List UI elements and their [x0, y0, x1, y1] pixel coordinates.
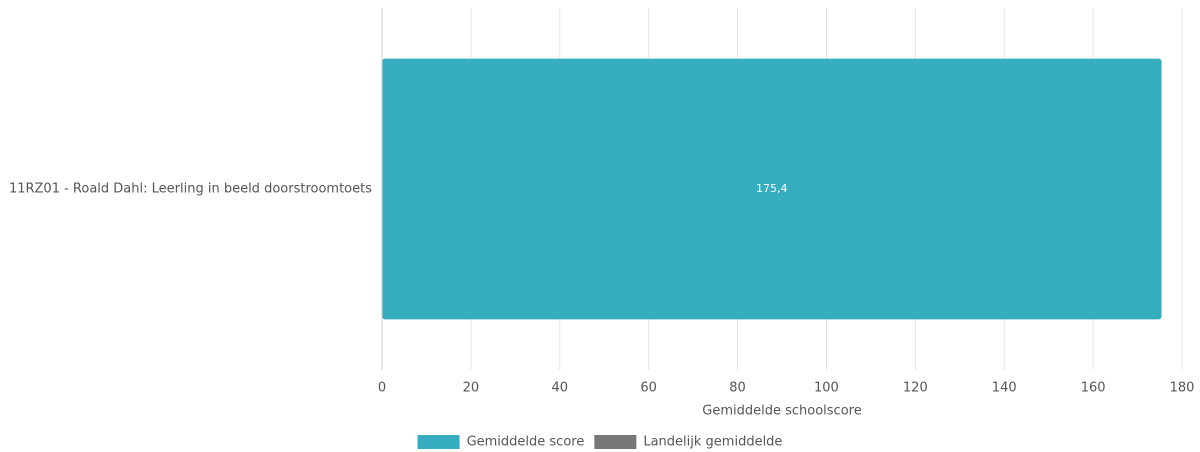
legend-label: Landelijk gemiddelde	[643, 435, 782, 450]
data-label: 175,4	[756, 182, 788, 195]
x-tick-label: 140	[992, 381, 1017, 396]
x-tick-label: 120	[903, 381, 928, 396]
x-tick-label: 20	[463, 381, 480, 396]
x-tick-label: 0	[378, 381, 386, 396]
legend-item: Gemiddelde score	[417, 435, 585, 450]
x-tick-label: 160	[1081, 381, 1106, 396]
x-tick-label: 60	[640, 381, 657, 396]
y-tick-label: 11RZ01 - Roald Dahl: Leerling in beeld d…	[9, 182, 372, 197]
legend-label: Gemiddelde score	[467, 435, 585, 450]
x-tick-label: 180	[1170, 381, 1195, 396]
bar	[382, 58, 1162, 320]
x-tick-label: 100	[814, 381, 839, 396]
x-tick-label: 80	[729, 381, 746, 396]
legend-swatch	[417, 435, 460, 449]
x-axis-title: Gemiddelde schoolscore	[702, 404, 861, 419]
legend-swatch	[594, 435, 637, 449]
legend-item: Landelijk gemiddelde	[594, 435, 782, 450]
x-tick-label: 40	[552, 381, 569, 396]
